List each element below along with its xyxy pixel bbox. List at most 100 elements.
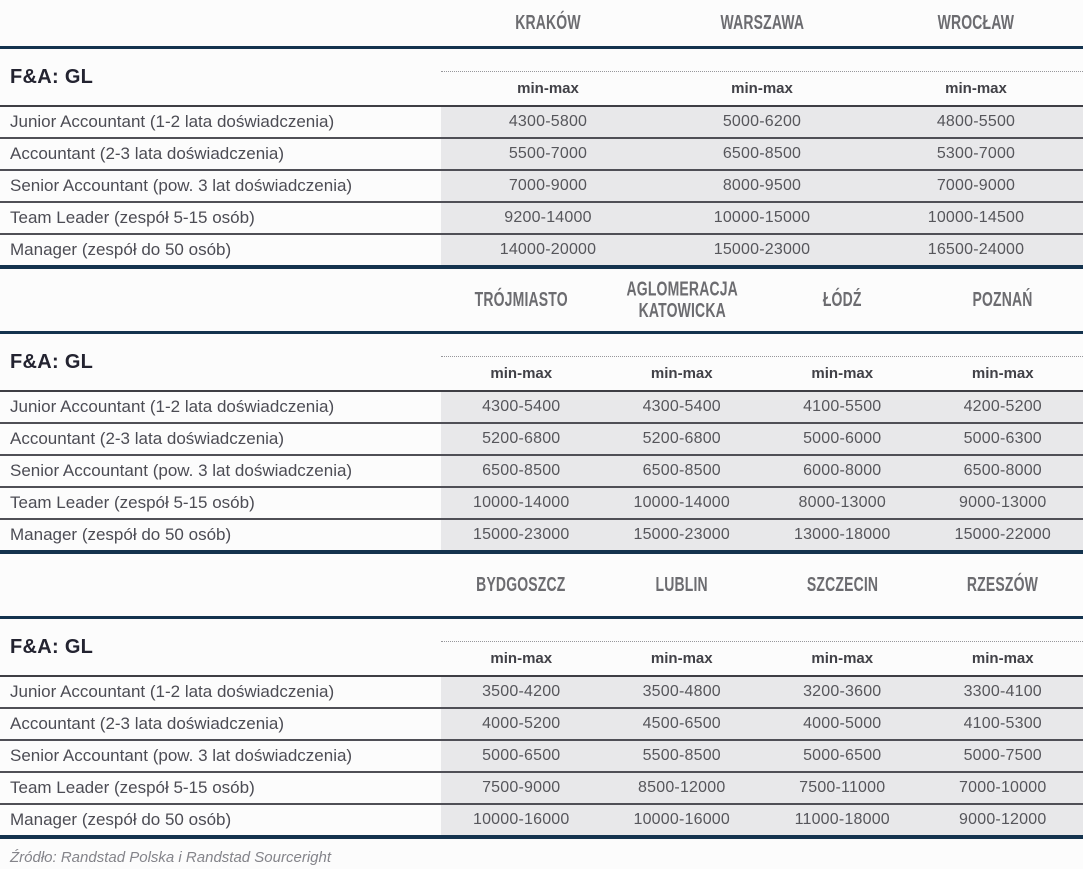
- city-header: WARSZAWA: [720, 10, 804, 34]
- city-header: ŁÓDŹ: [822, 287, 862, 311]
- section-title: F&A: GL: [10, 65, 94, 88]
- salary-cell: 4500-6500: [602, 709, 763, 739]
- salary-range-value: 3500-4200: [482, 683, 561, 700]
- city-header-cell: SZCZECIN: [762, 573, 923, 595]
- position-label: Junior Accountant (1-2 lata doświadczeni…: [10, 682, 335, 701]
- minmax-label: min-max: [490, 650, 553, 667]
- salary-range-value: 4000-5000: [803, 715, 882, 732]
- section-title: F&A: GL: [10, 635, 94, 658]
- salary-cell: 4000-5000: [762, 709, 923, 739]
- salary-cell: 4200-5200: [923, 392, 1083, 422]
- position-label: Junior Accountant (1-2 lata doświadczeni…: [10, 112, 335, 131]
- city-header-row: TRÓJMIASTO AGLOMERACJA KATOWICKA ŁÓDŹ POZNA…: [0, 269, 1083, 331]
- table-bottom-line: [0, 265, 1083, 269]
- city-header: AGLOMERACJA KATOWICKA: [626, 276, 738, 322]
- table-row: Accountant (2-3 lata doświadczenia) 5500-…: [0, 139, 1083, 171]
- table-row: Junior Accountant (1-2 lata doświadczeni…: [0, 677, 1083, 709]
- salary-cell: 9200-14000: [441, 203, 655, 233]
- table-row: Manager (zespół do 50 osób) 15000-23000 15…: [0, 520, 1083, 550]
- city-header-cell: WROCŁAW: [869, 10, 1083, 34]
- minmax-label: min-max: [490, 365, 553, 382]
- minmax-cell: min-max: [923, 365, 1083, 382]
- salary-range-value: 8000-13000: [798, 494, 886, 511]
- salary-cell: 6500-8500: [441, 456, 602, 486]
- salary-range-value: 5000-6300: [963, 430, 1042, 447]
- salary-cell: 4300-5800: [441, 107, 655, 137]
- salary-cell: 4100-5500: [762, 392, 923, 422]
- salary-range-value: 5000-6000: [803, 430, 882, 447]
- salary-range-value: 5000-6500: [803, 747, 882, 764]
- salary-range-value: 7500-11000: [799, 779, 886, 796]
- salary-cell: 10000-15000: [655, 203, 869, 233]
- salary-range-value: 6500-8500: [642, 462, 721, 479]
- salary-values: 10000-16000 10000-16000 11000-18000 9000-12…: [441, 805, 1083, 835]
- source-note: Źródło: Randstad Polska i Randstad Sourc…: [10, 849, 332, 866]
- salary-cell: 13000-18000: [762, 520, 923, 550]
- minmax-label: min-max: [650, 650, 713, 667]
- salary-range-value: 10000-14000: [633, 494, 730, 511]
- salary-range-value: 13000-18000: [793, 526, 891, 543]
- table-bottom-line: [0, 835, 1083, 839]
- salary-range-value: 4800-5500: [936, 113, 1016, 130]
- position-label: Manager (zespół do 50 osób): [10, 525, 232, 544]
- salary-range-value: 9000-13000: [959, 494, 1047, 511]
- salary-cell: 4300-5400: [602, 392, 763, 422]
- city-header-cell: BYDGOSZCZ: [441, 573, 602, 595]
- salary-range-value: 5000-7500: [963, 747, 1042, 764]
- table-row: Manager (zespół do 50 osób) 10000-16000 10…: [0, 805, 1083, 835]
- city-header-cells: TRÓJMIASTO AGLOMERACJA KATOWICKA ŁÓDŹ POZNA…: [441, 276, 1083, 322]
- minmax-cell: min-max: [441, 365, 602, 382]
- salary-cell: 7000-10000: [923, 773, 1083, 803]
- salary-range-value: 8000-9500: [722, 177, 802, 194]
- salary-cell: 8000-9500: [655, 171, 869, 201]
- salary-cell: 4800-5500: [869, 107, 1083, 137]
- minmax-cell: min-max: [762, 650, 923, 667]
- city-header-cell: KRAKÓW: [441, 11, 655, 33]
- salary-range-value: 5000-6200: [722, 113, 802, 130]
- salary-cell: 15000-22000: [923, 520, 1083, 550]
- salary-range-value: 5300-7000: [936, 145, 1016, 162]
- minmax-cell: min-max: [441, 80, 655, 97]
- salary-range-value: 7000-9000: [936, 177, 1016, 194]
- salary-cell: 16500-24000: [869, 235, 1083, 265]
- minmax-row: min-max min-max min-max min-max: [441, 356, 1083, 390]
- salary-cell: 7500-11000: [762, 773, 923, 803]
- salary-cell: 10000-14000: [602, 488, 763, 518]
- salary-cell: 8000-13000: [762, 488, 923, 518]
- city-header: POZNAŃ: [972, 287, 1033, 311]
- section-header-row: F&A: GL min-max min-max min-max min-max: [0, 619, 1083, 675]
- city-header-cell: WARSZAWA: [655, 10, 869, 34]
- header-divider-line: [0, 616, 1083, 619]
- salary-cell: 4000-5200: [441, 709, 602, 739]
- section-title-cell: F&A: GL: [0, 49, 441, 105]
- salary-table: KRAKÓW WARSZAWA WROCŁAW F&A: GL min-max min…: [0, 0, 1083, 269]
- table-row: Senior Accountant (pow. 3 lat doświadcze…: [0, 171, 1083, 203]
- salary-cell: 9000-13000: [923, 488, 1083, 518]
- salary-cell: 5200-6800: [602, 424, 763, 454]
- city-header: WROCŁAW: [937, 10, 1015, 34]
- section-header-row: F&A: GL min-max min-max min-max: [0, 49, 1083, 105]
- table-row: Accountant (2-3 lata doświadczenia) 5200-…: [0, 424, 1083, 456]
- salary-range-value: 4300-5400: [642, 398, 721, 415]
- salary-cell: 15000-23000: [655, 235, 869, 265]
- city-header-cell: RZESZÓW: [923, 573, 1083, 595]
- salary-range-value: 6500-8000: [963, 462, 1042, 479]
- city-header: TRÓJMIASTO: [474, 287, 568, 311]
- minmax-label: min-max: [945, 80, 1007, 97]
- salary-range-value: 14000-20000: [499, 241, 597, 258]
- salary-range-value: 8500-12000: [638, 779, 726, 796]
- salary-values: 9200-14000 10000-15000 10000-14500: [441, 203, 1083, 233]
- position-label: Team Leader (zespół 5-15 osób): [10, 208, 255, 227]
- table-rows: Junior Accountant (1-2 lata doświadczeni…: [0, 677, 1083, 835]
- minmax-underline: [0, 390, 1083, 392]
- salary-cell: 5300-7000: [869, 139, 1083, 169]
- salary-range-value: 16500-24000: [927, 241, 1025, 258]
- table-rows: Junior Accountant (1-2 lata doświadczeni…: [0, 392, 1083, 550]
- minmax-row: min-max min-max min-max: [441, 71, 1083, 105]
- salary-range-value: 10000-16000: [633, 811, 730, 828]
- table-row: Manager (zespół do 50 osób) 14000-20000 15…: [0, 235, 1083, 265]
- minmax-label: min-max: [971, 365, 1034, 382]
- salary-range-value: 6000-8000: [803, 462, 882, 479]
- minmax-label: min-max: [811, 365, 874, 382]
- salary-range-value: 6500-8500: [482, 462, 561, 479]
